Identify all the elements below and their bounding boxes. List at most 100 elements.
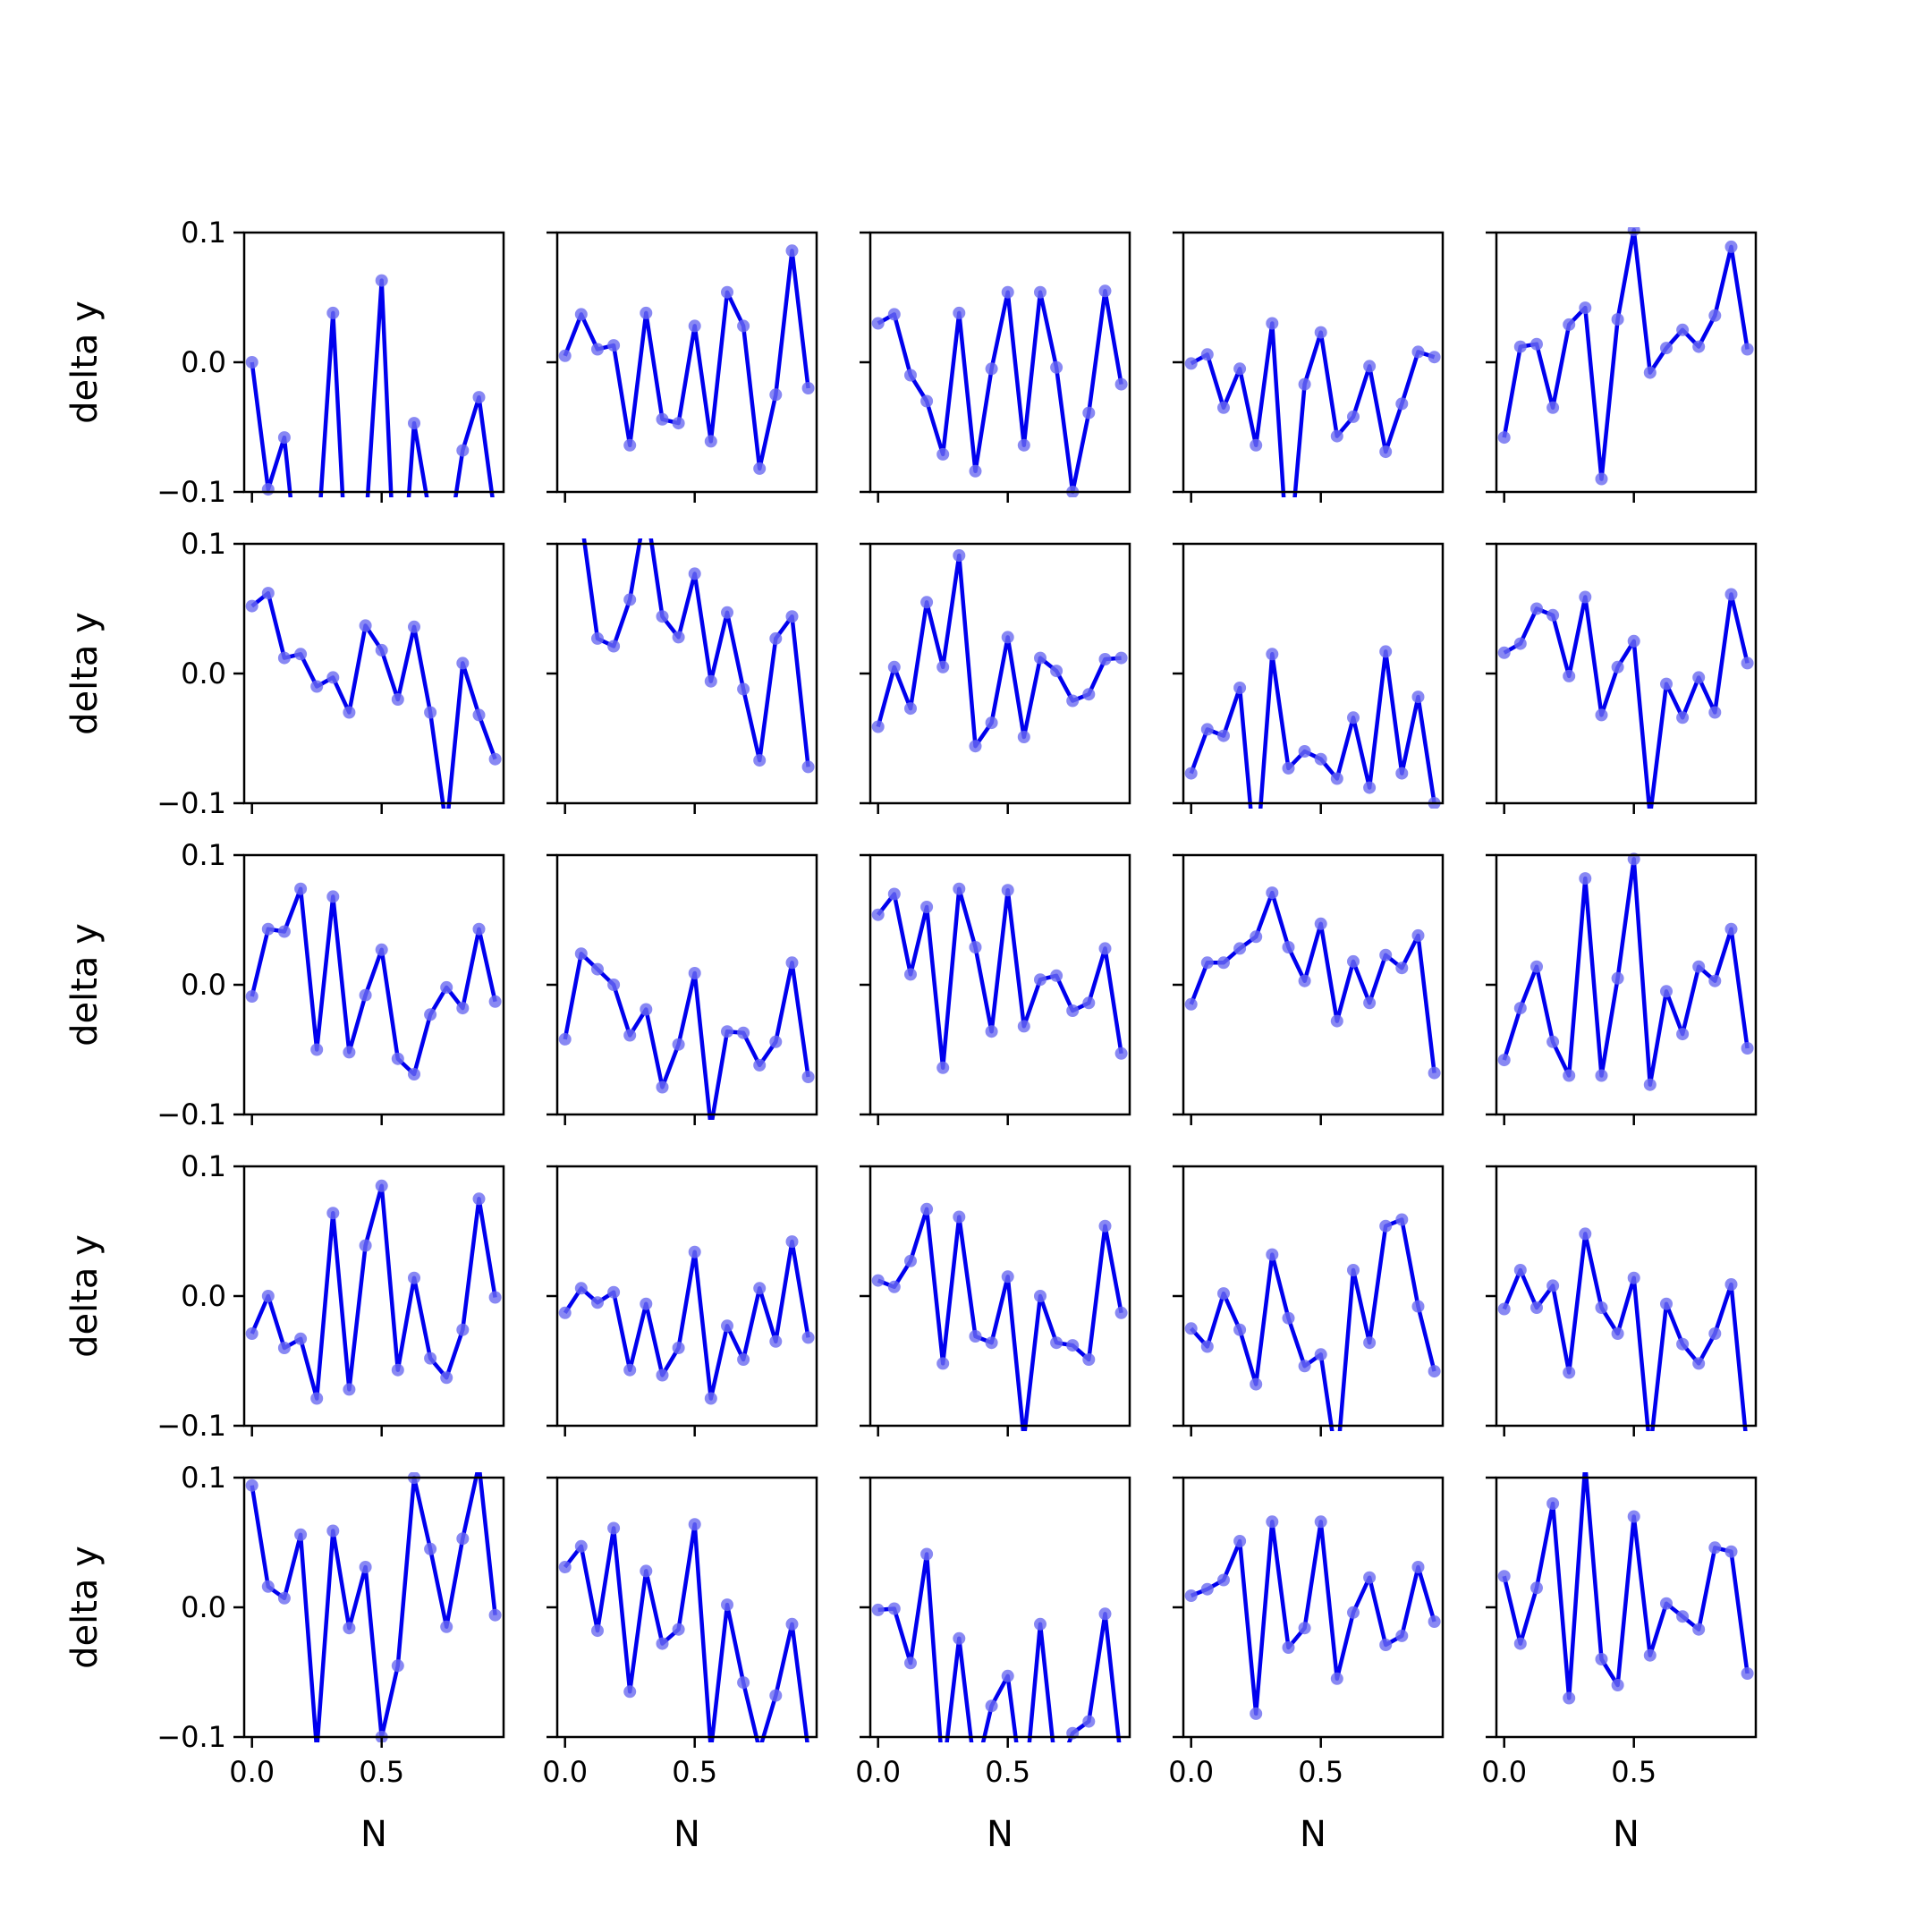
data-point [1250,862,1262,875]
data-point [785,956,799,970]
data-point [1611,313,1624,326]
data-point [1001,285,1014,299]
data-point [408,1271,420,1284]
data-point [424,1542,437,1555]
data-point [1644,810,1657,823]
data-point [904,369,917,382]
data-point [245,356,258,369]
x-tick-label: 0.0 [542,1755,588,1789]
data-point [1347,954,1360,968]
data-point [558,349,572,362]
data-point [310,1043,324,1056]
y-tick-label: 0.0 [181,968,226,1002]
data-point [1250,1377,1263,1391]
y-tick-label: −0.1 [157,1720,226,1754]
series-line [877,1552,1122,1742]
data-point [721,1025,733,1038]
data-point [1282,761,1295,775]
x-tick-label: 0.5 [1298,1755,1343,1789]
data-point [1676,1337,1690,1351]
data-point [1708,974,1722,987]
data-point [1379,948,1393,962]
data-point [607,640,621,653]
data-point [440,1620,453,1633]
data-point [1595,1301,1608,1314]
data-point [1411,928,1425,942]
data-point [737,682,750,696]
data-point [1266,317,1279,330]
data-point [326,306,340,319]
data-point [1411,345,1425,359]
data-point [1595,1653,1608,1665]
data-point [871,1603,885,1616]
data-point [801,382,815,394]
data-point [1114,1306,1128,1319]
data-point [672,417,685,430]
data-point [871,908,885,921]
data-point [1660,1597,1673,1610]
data-point [261,483,275,496]
data-point [1233,942,1247,955]
data-point [1082,1715,1096,1728]
data-point [1395,1629,1409,1642]
data-point [1184,767,1198,780]
data-point [1018,1433,1030,1445]
data-point [721,1319,733,1333]
data-point [1250,1707,1263,1720]
data-point [1347,410,1360,423]
data-point [1411,1561,1425,1573]
data-point [1530,1301,1543,1314]
data-point [1579,872,1592,886]
data-point [261,1580,275,1593]
data-point [721,606,733,619]
data-point [656,610,669,623]
data-point [936,1357,950,1370]
data-point [871,720,885,733]
data-point [1676,1028,1690,1041]
data-point [1741,657,1754,670]
data-point [343,615,355,628]
series-line [877,1207,1123,1431]
data-point [1546,401,1560,414]
data-point [1363,996,1377,1010]
data-point [472,708,486,722]
data-point [704,1392,717,1405]
y-axis-label: delta y [64,301,106,424]
data-point [574,1539,588,1553]
series-group [1497,1472,1754,1705]
data-point [801,1331,815,1344]
subplot-r1-c3 [860,231,1131,503]
axes-frame [242,1476,505,1739]
data-point [1200,956,1214,970]
data-point [623,1363,637,1377]
data-point [1692,1623,1706,1636]
series-group [558,244,815,475]
y-axis-label: delta y [64,612,106,735]
series-group [871,1202,1128,1445]
data-point [640,1003,653,1016]
data-point [904,702,917,716]
series-group [1497,227,1754,486]
data-point [1395,767,1409,780]
data-point [1724,1278,1738,1291]
data-point [1546,1035,1560,1048]
data-point [656,1637,669,1650]
data-point [1595,472,1608,486]
data-point [688,1245,701,1258]
data-point [688,319,701,333]
data-point [591,1624,604,1638]
data-point [1530,960,1543,973]
data-point [769,388,783,402]
data-point [310,551,323,564]
series-line [250,278,495,497]
data-point [1050,360,1063,374]
data-point [574,947,588,961]
data-point [801,760,815,774]
data-point [688,967,701,979]
data-point [737,1353,750,1366]
data-point [1497,431,1511,445]
data-point [359,1239,372,1252]
data-point [1233,682,1247,694]
series-group [1497,852,1754,1091]
y-tick-label: 0.1 [181,1149,226,1183]
